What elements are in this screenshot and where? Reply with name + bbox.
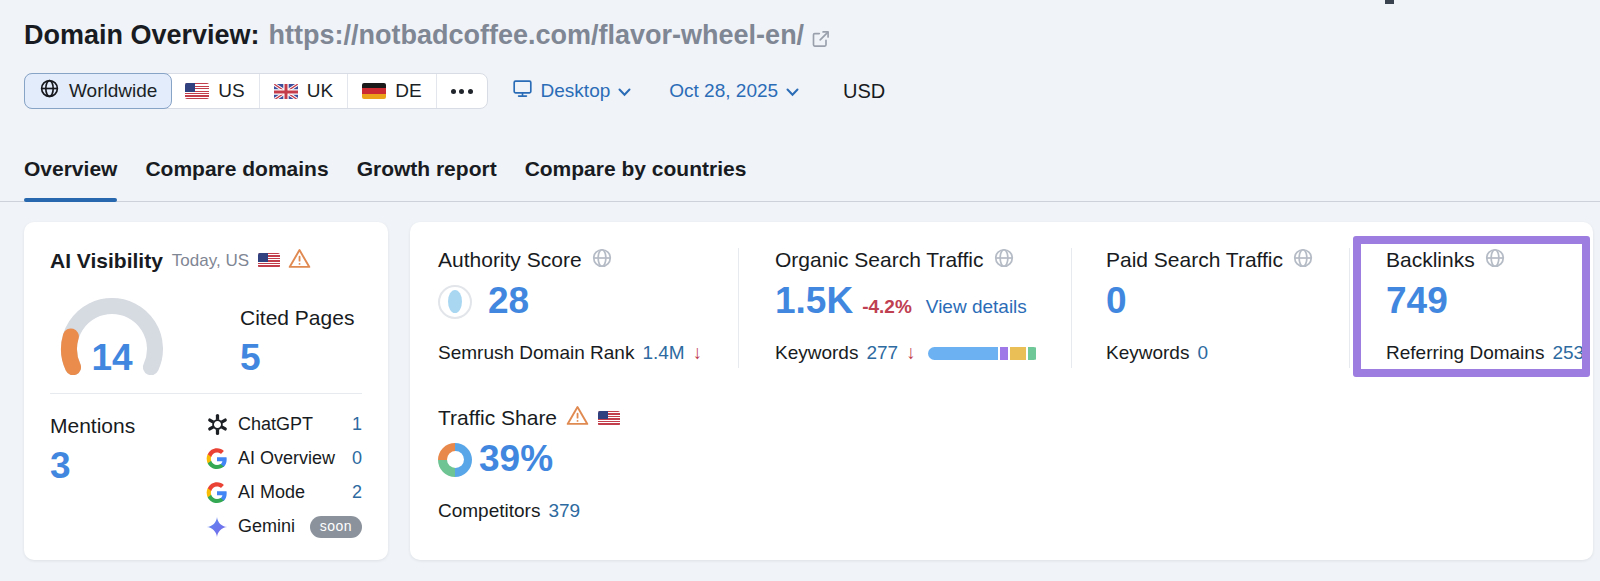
referring-domains-label: Referring Domains (1386, 342, 1544, 364)
gemini-icon (205, 516, 229, 538)
desktop-icon (512, 78, 533, 104)
external-link-icon[interactable] (811, 25, 831, 56)
location-worldwide-button[interactable]: Worldwide (24, 73, 172, 109)
date-dropdown[interactable]: Oct 28, 2025 (669, 80, 799, 102)
paid-traffic-label: Paid Search Traffic (1106, 248, 1283, 272)
page-title-label: Domain Overview: (24, 20, 260, 51)
cited-pages: Cited Pages 5 (240, 293, 354, 378)
us-flag-icon (185, 83, 209, 99)
page-title: Domain Overview: https://notbadcoffee.com… (24, 20, 831, 56)
tab-compare-domains[interactable]: Compare domains (145, 157, 328, 201)
mentions-value: 3 (50, 446, 135, 486)
ai-engines-list: ChatGPT 1 AI Overview 0 AI Mode 2 Gemini… (205, 413, 362, 549)
traffic-share-donut-icon (438, 443, 472, 477)
globe-icon (1292, 247, 1314, 274)
domain-url-link[interactable]: https://notbadcoffee.com/flavor-wheel-en… (269, 20, 805, 51)
location-de-button[interactable]: DE (347, 74, 435, 108)
browser-edge-fragment (1385, 0, 1394, 4)
paid-traffic-section: Paid Search Traffic 0 Keywords 0 (1072, 248, 1349, 560)
backlinks-value: 749 (1386, 281, 1448, 321)
referring-domains-value[interactable]: 253 (1552, 342, 1584, 364)
ai-visibility-score: 14 (50, 338, 174, 378)
cited-pages-value: 5 (240, 338, 354, 378)
backlinks-label: Backlinks (1386, 248, 1475, 272)
ai-visibility-title: AI Visibility (50, 249, 163, 273)
more-locations-button[interactable] (436, 74, 487, 108)
ellipsis-icon (451, 89, 456, 94)
engine-row-ai-overview: AI Overview 0 (205, 447, 362, 471)
ai-visibility-card: AI Visibility Today, US 14 Cited Pages 5… (24, 222, 388, 560)
domain-rank-label: Semrush Domain Rank (438, 342, 634, 364)
tab-bar: Overview Compare domains Growth report C… (0, 157, 1600, 202)
mentions-label: Mentions (50, 414, 135, 438)
us-flag-icon (258, 253, 280, 268)
traffic-share-label: Traffic Share (438, 406, 557, 430)
authority-score-icon (438, 285, 472, 319)
chatgpt-icon (205, 413, 229, 436)
cited-pages-label: Cited Pages (240, 306, 354, 330)
traffic-share-value: 39% (479, 439, 553, 479)
view-details-link[interactable]: View details (926, 296, 1027, 318)
soon-badge: soon (310, 516, 362, 538)
down-arrow-icon: ↓ (906, 342, 916, 364)
tab-compare-by-countries[interactable]: Compare by countries (525, 157, 747, 201)
uk-flag-icon (274, 83, 298, 99)
competitors-value[interactable]: 379 (548, 500, 580, 522)
tab-growth-report[interactable]: Growth report (357, 157, 497, 201)
engine-row-gemini: Gemini soon (205, 515, 362, 539)
card-divider (50, 393, 362, 394)
google-icon (205, 448, 229, 470)
page-header: Domain Overview: https://notbadcoffee.com… (0, 0, 1600, 56)
authority-score-value: 28 (488, 281, 529, 321)
ai-visibility-subtitle: Today, US (172, 251, 249, 271)
overview-cards: AI Visibility Today, US 14 Cited Pages 5… (24, 222, 1593, 560)
chevron-down-icon (618, 80, 631, 102)
warning-icon (288, 248, 311, 273)
engine-row-ai-mode: AI Mode 2 (205, 481, 362, 505)
down-arrow-icon: ↓ (693, 342, 703, 364)
domain-rank-value[interactable]: 1.4M (642, 342, 684, 364)
us-flag-icon (598, 411, 620, 426)
competitors-label: Competitors (438, 500, 540, 522)
organic-traffic-value: 1.5K (775, 281, 853, 321)
paid-traffic-value: 0 (1106, 281, 1127, 321)
authority-score-section: Authority Score 28 Semrush Domain Rank 1… (410, 248, 738, 560)
keywords-value[interactable]: 0 (1197, 342, 1208, 364)
organic-traffic-section: Organic Search Traffic 1.5K -4.2% View d… (739, 248, 1071, 560)
globe-icon (591, 247, 613, 274)
location-switcher: Worldwide US UK DE (24, 73, 488, 109)
organic-traffic-label: Organic Search Traffic (775, 248, 984, 272)
globe-icon (993, 247, 1015, 274)
keywords-value[interactable]: 277 (866, 342, 898, 364)
chevron-down-icon (786, 80, 799, 102)
filter-bar: Worldwide US UK DE Desktop Oct 28, 2025 … (24, 73, 1576, 109)
ai-visibility-gauge: 14 (50, 293, 174, 375)
engine-row-chatgpt: ChatGPT 1 (205, 413, 362, 437)
location-uk-button[interactable]: UK (259, 74, 347, 108)
device-dropdown[interactable]: Desktop (512, 78, 632, 104)
location-us-button[interactable]: US (171, 74, 258, 108)
warning-icon (566, 405, 589, 431)
keywords-label: Keywords (775, 342, 858, 364)
keywords-label: Keywords (1106, 342, 1189, 364)
organic-traffic-delta: -4.2% (862, 296, 912, 318)
de-flag-icon (362, 83, 386, 99)
currency-label: USD (843, 80, 885, 103)
ai-visibility-header: AI Visibility Today, US (50, 248, 362, 273)
google-icon (205, 482, 229, 504)
mentions: Mentions 3 (50, 413, 135, 549)
metrics-card: Authority Score 28 Semrush Domain Rank 1… (410, 222, 1593, 560)
authority-score-label: Authority Score (438, 248, 582, 272)
backlinks-section: Backlinks 749 Referring Domains 253 (1350, 248, 1593, 560)
globe-icon (1484, 247, 1506, 274)
keywords-intent-bar (928, 347, 1040, 360)
tab-overview[interactable]: Overview (24, 157, 117, 201)
location-worldwide-label: Worldwide (69, 80, 157, 102)
globe-icon (39, 78, 60, 104)
